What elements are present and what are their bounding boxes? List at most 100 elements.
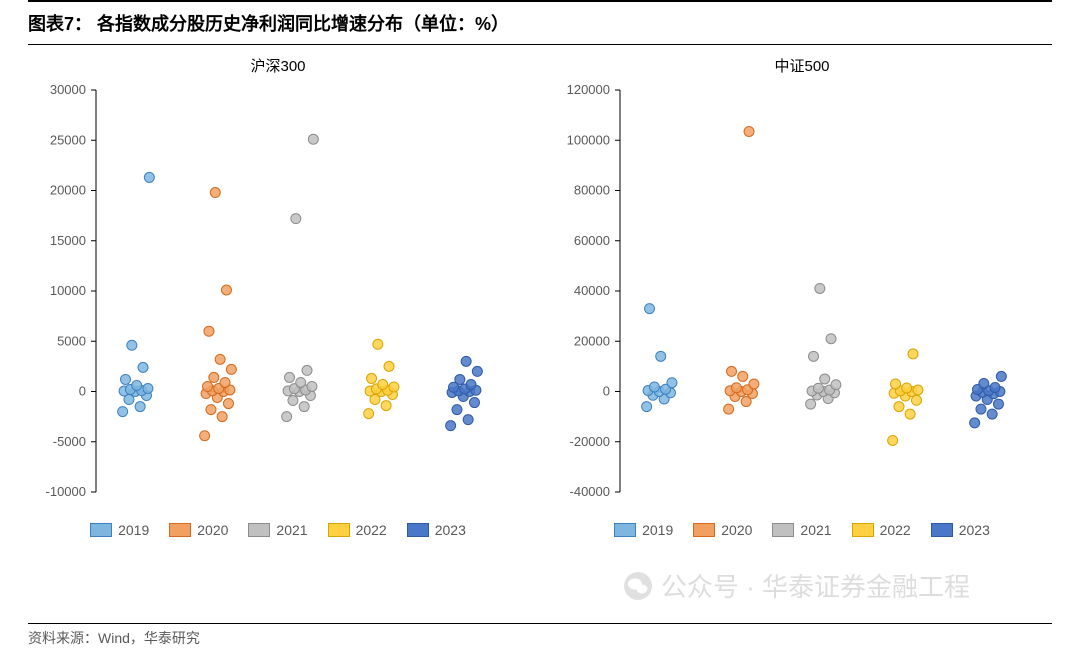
svg-text:-20000: -20000 <box>570 434 610 449</box>
point <box>979 378 989 388</box>
svg-text:-10000: -10000 <box>46 484 86 499</box>
subtitle-left: 沪深300 <box>28 55 528 76</box>
point <box>455 374 465 384</box>
watermark-text: 公众号 · 华泰证券金融工程 <box>661 567 970 604</box>
svg-text:25000: 25000 <box>50 132 86 147</box>
legend-label: 2023 <box>435 522 466 538</box>
point <box>656 351 666 361</box>
point <box>127 340 137 350</box>
point <box>831 380 841 390</box>
point <box>296 377 306 387</box>
point <box>809 351 819 361</box>
point <box>815 283 825 293</box>
point <box>206 405 216 415</box>
svg-text:20000: 20000 <box>50 183 86 198</box>
point <box>291 214 301 224</box>
point <box>894 402 904 412</box>
point <box>285 372 295 382</box>
point <box>744 126 754 136</box>
point <box>118 407 128 417</box>
legend-item: 2023 <box>931 522 990 538</box>
point <box>469 398 479 408</box>
svg-text:100000: 100000 <box>567 132 610 147</box>
svg-text:20000: 20000 <box>574 333 610 348</box>
point <box>902 383 912 393</box>
scatter-plot-left: -10000 -5000 0 5000 10000 15000 20000 25000 3000… <box>28 82 518 512</box>
point <box>452 405 462 415</box>
point <box>463 415 473 425</box>
point <box>209 372 219 382</box>
point <box>138 362 148 372</box>
point <box>203 381 213 391</box>
svg-text:5000: 5000 <box>57 333 86 348</box>
svg-text:80000: 80000 <box>574 183 610 198</box>
source-line: 资料来源：Wind，华泰研究 <box>28 623 1052 648</box>
point <box>667 378 677 388</box>
point <box>143 383 153 393</box>
svg-text:0: 0 <box>603 384 610 399</box>
legend-swatch <box>169 523 191 537</box>
point <box>132 380 142 390</box>
point <box>727 366 737 376</box>
point <box>307 381 317 391</box>
legend-label: 2019 <box>642 522 673 538</box>
point <box>288 396 298 406</box>
point <box>905 409 915 419</box>
chart-title: 图表7： 各指数成分股历史净利润同比增速分布（单位：%） <box>28 10 1052 36</box>
panel-right: 中证500 -40000-200000200004000060000800001… <box>552 55 1052 538</box>
legend-label: 2021 <box>800 522 831 538</box>
watermark: 公众号 · 华泰证券金融工程 <box>623 567 970 604</box>
point <box>446 421 456 431</box>
point <box>144 172 154 182</box>
svg-text:10000: 10000 <box>50 283 86 298</box>
point <box>282 412 292 422</box>
legend-swatch <box>407 523 429 537</box>
legend-left: 20192020202120222023 <box>28 522 528 538</box>
point <box>367 373 377 383</box>
legend-label: 2020 <box>197 522 228 538</box>
point <box>302 365 312 375</box>
point <box>891 379 901 389</box>
legend-label: 2020 <box>721 522 752 538</box>
point <box>813 383 823 393</box>
point <box>738 371 748 381</box>
title-bar: 图表7： 各指数成分股历史净利润同比增速分布（单位：%） <box>28 0 1052 45</box>
plot-right-wrap: -40000-200000200004000060000800001000001… <box>552 82 1052 512</box>
figure-container: 图表7： 各指数成分股历史净利润同比增速分布（单位：%） 沪深300 -1000… <box>0 0 1080 656</box>
point <box>364 409 374 419</box>
svg-text:15000: 15000 <box>50 233 86 248</box>
point <box>121 374 131 384</box>
point <box>378 379 388 389</box>
point <box>466 379 476 389</box>
point <box>645 304 655 314</box>
point <box>226 364 236 374</box>
svg-text:0: 0 <box>79 384 86 399</box>
point <box>820 374 830 384</box>
point <box>908 349 918 359</box>
legend-right: 2019 2020 2021 2022 2023 <box>552 522 1052 538</box>
point <box>472 366 482 376</box>
legend-item: 2021 <box>772 522 831 538</box>
legend-swatch <box>90 523 112 537</box>
legend-label: 2022 <box>880 522 911 538</box>
point <box>990 382 1000 392</box>
point <box>135 402 145 412</box>
point <box>200 431 210 441</box>
svg-text:40000: 40000 <box>574 283 610 298</box>
legend-label: 2022 <box>356 522 387 538</box>
svg-text:60000: 60000 <box>574 233 610 248</box>
point <box>806 399 816 409</box>
point <box>987 409 997 419</box>
point <box>299 402 309 412</box>
legend-item: 2022 <box>852 522 911 538</box>
point <box>731 383 741 393</box>
svg-text:30000: 30000 <box>50 82 86 97</box>
legend-item: 2023 <box>407 522 466 538</box>
point <box>381 401 391 411</box>
point <box>913 385 923 395</box>
legend-swatch <box>328 523 350 537</box>
svg-text:-5000: -5000 <box>53 434 86 449</box>
point <box>210 188 220 198</box>
point <box>970 418 980 428</box>
point <box>223 399 233 409</box>
